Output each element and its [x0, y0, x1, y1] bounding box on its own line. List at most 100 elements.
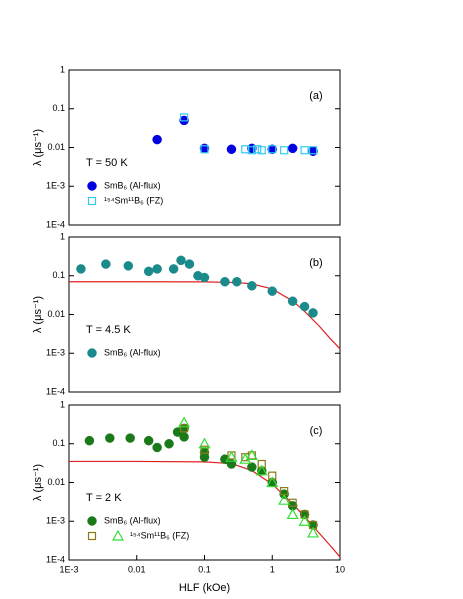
x-tick-label: 1E-3 [59, 564, 78, 574]
data-point [300, 510, 309, 519]
legend-label: SmB₆ (Al-flux) [104, 347, 161, 357]
data-point [245, 449, 258, 461]
annotation: T = 50 K [86, 157, 128, 169]
data-point [287, 296, 298, 306]
legend-marker [87, 516, 97, 526]
data-point [84, 435, 95, 446]
data-point [199, 272, 210, 283]
data-point [184, 259, 195, 269]
data-point [267, 286, 277, 296]
data-point [152, 442, 162, 453]
y-tick-label: 0.01 [47, 142, 65, 152]
panel-label: (b) [309, 257, 322, 269]
data-point [257, 459, 266, 469]
y-tick-label: 1 [60, 399, 65, 409]
annotation: T = 2 K [86, 492, 122, 504]
data-point [267, 144, 277, 155]
y-tick-label: 1 [60, 231, 65, 241]
data-point [299, 301, 310, 312]
annotation: T = 4.5 K [86, 324, 131, 336]
legend-marker [87, 196, 97, 206]
legend-label: SmB₆ (Al-flux) [104, 180, 161, 190]
data-point [300, 146, 309, 155]
y-tick-label: 1E-4 [46, 386, 65, 396]
data-point [152, 134, 162, 145]
data-point [253, 145, 262, 154]
data-point [226, 144, 237, 155]
legend-marker [87, 348, 97, 358]
x-tick-label: 10 [335, 564, 345, 574]
data-point [299, 509, 310, 520]
data-point [247, 462, 257, 472]
plot-frame [68, 236, 341, 393]
data-point [164, 439, 174, 449]
data-point [255, 464, 268, 476]
x-tick-label: 0.01 [128, 564, 146, 574]
y-axis-label: λ (μs⁻¹) [32, 464, 44, 501]
y-tick-label: 0.1 [52, 103, 65, 113]
data-point [200, 445, 209, 454]
y-tick-label: 0.01 [47, 309, 65, 319]
data-point [278, 493, 291, 505]
y-tick-label: 1E-3 [46, 181, 65, 191]
data-point [257, 146, 266, 155]
data-point [286, 508, 299, 520]
data-point [143, 266, 154, 277]
x-tick-label: 0.1 [198, 564, 211, 574]
data-point [268, 471, 277, 480]
data-point [288, 498, 297, 507]
data-point [266, 476, 279, 488]
data-point [198, 437, 211, 449]
y-tick-label: 1E-4 [46, 554, 65, 564]
y-tick-label: 0.1 [52, 270, 65, 280]
data-point [143, 435, 154, 446]
legend-marker [87, 181, 97, 191]
y-tick-label: 1E-3 [46, 516, 65, 526]
data-point [247, 281, 257, 291]
y-axis-label: λ (μs⁻¹) [32, 296, 44, 333]
data-point [308, 146, 318, 155]
panel-label: (a) [309, 90, 322, 102]
legend-label: ¹⁵⁴Sm¹¹B₆ (FZ) [130, 530, 189, 540]
data-point [200, 145, 209, 154]
y-tick-label: 0.1 [52, 438, 65, 448]
y-tick-label: 1 [60, 64, 65, 74]
x-axis-label: HLF (kOe) [179, 582, 230, 594]
data-point [287, 143, 298, 154]
data-point [101, 259, 111, 269]
legend-marker [111, 529, 125, 541]
data-point [168, 264, 179, 274]
panel-label: (c) [310, 425, 323, 437]
fit-line [69, 281, 341, 350]
y-tick-label: 0.01 [47, 477, 65, 487]
legend-label: SmB₆ (Al-flux) [104, 515, 161, 525]
data-point [298, 515, 311, 526]
data-point [152, 264, 162, 274]
data-point [179, 432, 189, 442]
data-point [176, 255, 186, 266]
data-point [199, 452, 210, 462]
data-point [105, 433, 115, 443]
data-point [125, 433, 135, 443]
x-tick-label: 1 [270, 564, 275, 574]
plot-frame [68, 404, 341, 561]
data-point [307, 526, 320, 538]
data-point [178, 416, 191, 428]
y-tick-label: 1E-4 [46, 219, 65, 229]
legend-marker [87, 531, 97, 541]
y-tick-label: 1E-3 [46, 348, 65, 358]
data-point [180, 113, 189, 122]
legend-label: ¹⁵⁴Sm¹¹B₆ (FZ) [104, 195, 163, 205]
data-point [225, 450, 238, 462]
data-point [232, 277, 242, 287]
data-point [220, 277, 230, 287]
y-axis-label: λ (μs⁻¹) [32, 129, 44, 166]
data-point [123, 261, 134, 271]
data-point [247, 146, 256, 155]
data-point [308, 308, 318, 318]
data-point [76, 264, 86, 274]
data-point [268, 145, 277, 154]
data-point [280, 146, 289, 155]
fit-line [69, 460, 341, 558]
